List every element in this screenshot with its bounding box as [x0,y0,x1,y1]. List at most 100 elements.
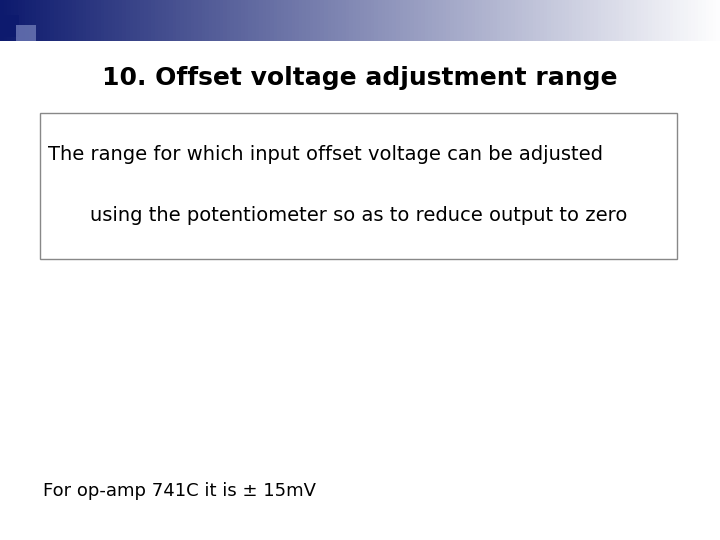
Bar [54,0,58,40]
Bar [371,0,375,40]
Bar [673,0,678,40]
Bar [158,0,163,40]
Bar [497,0,501,40]
Bar [572,0,577,40]
Bar [551,0,555,40]
Bar [410,0,415,40]
Bar [508,0,512,40]
Bar [407,0,411,40]
Text: using the potentiometer so as to reduce output to zero: using the potentiometer so as to reduce … [89,206,627,225]
Bar [238,0,242,40]
Bar [482,0,487,40]
Bar [209,0,213,40]
Bar [126,0,130,40]
Bar [274,0,278,40]
Bar [202,0,206,40]
Bar [162,0,166,40]
Bar [223,0,228,40]
Bar [630,0,634,40]
Bar [443,0,447,40]
Bar [313,0,318,40]
Bar [94,0,98,40]
Bar [112,0,116,40]
Bar [245,0,249,40]
Bar [4,0,8,40]
Bar [590,0,595,40]
Bar [367,0,372,40]
Bar [421,0,426,40]
Bar [418,0,422,40]
Bar [641,0,645,40]
Bar [310,0,314,40]
Bar [688,0,692,40]
Bar [346,0,350,40]
Bar [403,0,408,40]
Bar [464,0,469,40]
Bar [461,0,465,40]
Bar [331,0,336,40]
Bar [256,0,260,40]
Bar [241,0,246,40]
Bar [425,0,429,40]
Bar [266,0,271,40]
Bar [626,0,631,40]
Bar [173,0,177,40]
Bar [691,0,696,40]
Bar [230,0,235,40]
Bar [504,0,508,40]
Bar [385,0,390,40]
Bar [587,0,591,40]
Bar [612,0,616,40]
Bar [554,0,559,40]
Bar [594,0,598,40]
Bar [342,0,346,40]
Bar [194,0,199,40]
Bar [536,0,541,40]
Bar [526,0,530,40]
Bar [133,0,138,40]
Bar [68,0,73,40]
Bar [709,0,714,40]
Bar [468,0,472,40]
Bar [270,0,274,40]
Bar [259,0,264,40]
Bar [14,0,19,40]
Text: For op-amp 741C it is ± 15mV: For op-amp 741C it is ± 15mV [43,482,316,501]
Bar [533,0,537,40]
Bar [518,0,523,40]
Bar [11,0,15,40]
Bar [277,0,282,40]
Bar [140,0,145,40]
Bar [101,0,105,40]
Bar [86,0,91,40]
Bar [349,0,354,40]
Bar [623,0,627,40]
Bar [428,0,433,40]
Bar [698,0,703,40]
Bar [317,0,321,40]
Bar [644,0,649,40]
Bar [522,0,526,40]
Bar [648,0,652,40]
Bar [544,0,548,40]
Bar [205,0,210,40]
Bar [374,0,379,40]
Bar [83,0,87,40]
Bar [608,0,613,40]
Bar [706,0,710,40]
Bar [252,0,256,40]
Bar [637,0,642,40]
Bar [335,0,339,40]
Bar [248,0,253,40]
Bar [666,0,670,40]
Bar [396,0,400,40]
Bar [684,0,688,40]
Bar [659,0,663,40]
Bar [122,0,127,40]
Bar [382,0,386,40]
Bar [446,0,451,40]
FancyBboxPatch shape [40,113,677,259]
Bar [306,0,310,40]
Bar [155,0,159,40]
Bar [4,15,19,37]
